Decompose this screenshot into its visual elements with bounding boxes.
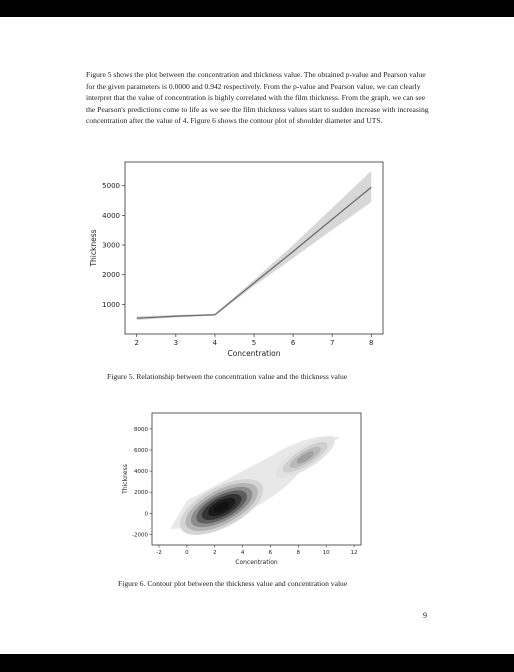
- x-tick-label: 7: [330, 339, 334, 347]
- page-number: 9: [423, 611, 427, 620]
- x-tick-label: -2: [156, 550, 161, 556]
- y-tick-label: 3000: [102, 242, 120, 250]
- x-tick-label: 2: [213, 550, 217, 556]
- y-axis-label: Thickness: [89, 229, 98, 267]
- y-tick-label: 2000: [102, 271, 120, 279]
- y-tick-label: 2000: [134, 490, 148, 496]
- contour-level-main: [214, 501, 229, 513]
- x-tick-label: 8: [369, 339, 373, 347]
- x-tick-label: 10: [323, 550, 330, 556]
- y-tick-label: 5000: [102, 182, 120, 190]
- y-tick-label: 0: [145, 511, 149, 517]
- x-tick-label: 5: [252, 339, 256, 347]
- series-line: [136, 186, 372, 319]
- contour-level-upper: [296, 451, 314, 464]
- x-tick-label: 2: [134, 339, 138, 347]
- figure-6-caption: Figure 6. Contour plot between the thick…: [118, 579, 348, 588]
- x-tick-label: 0: [185, 550, 189, 556]
- x-tick-label: 8: [297, 550, 301, 556]
- x-tick-label: 6: [269, 550, 273, 556]
- figure-5-caption: Figure 5. Relationship between the conce…: [107, 372, 348, 381]
- y-axis-label: Thickness: [122, 464, 129, 495]
- top-black-bar: [0, 0, 514, 17]
- y-tick-label: 8000: [134, 427, 148, 433]
- body-paragraph: Figure 5 shows the plot between the conc…: [86, 70, 429, 126]
- x-axis-label: Concentration: [235, 559, 278, 566]
- x-tick-label: 4: [241, 550, 245, 556]
- bottom-black-bar: [0, 654, 514, 672]
- y-tick-label: 4000: [102, 212, 120, 220]
- y-tick-label: 4000: [134, 469, 148, 475]
- y-tick-label: 1000: [102, 301, 120, 309]
- y-tick-label: 6000: [134, 448, 148, 454]
- y-tick-label: -2000: [132, 532, 148, 538]
- x-axis-label: Concentration: [227, 349, 280, 358]
- x-tick-label: 4: [213, 339, 218, 347]
- x-tick-label: 3: [174, 339, 178, 347]
- x-tick-label: 12: [351, 550, 358, 556]
- x-tick-label: 6: [291, 339, 296, 347]
